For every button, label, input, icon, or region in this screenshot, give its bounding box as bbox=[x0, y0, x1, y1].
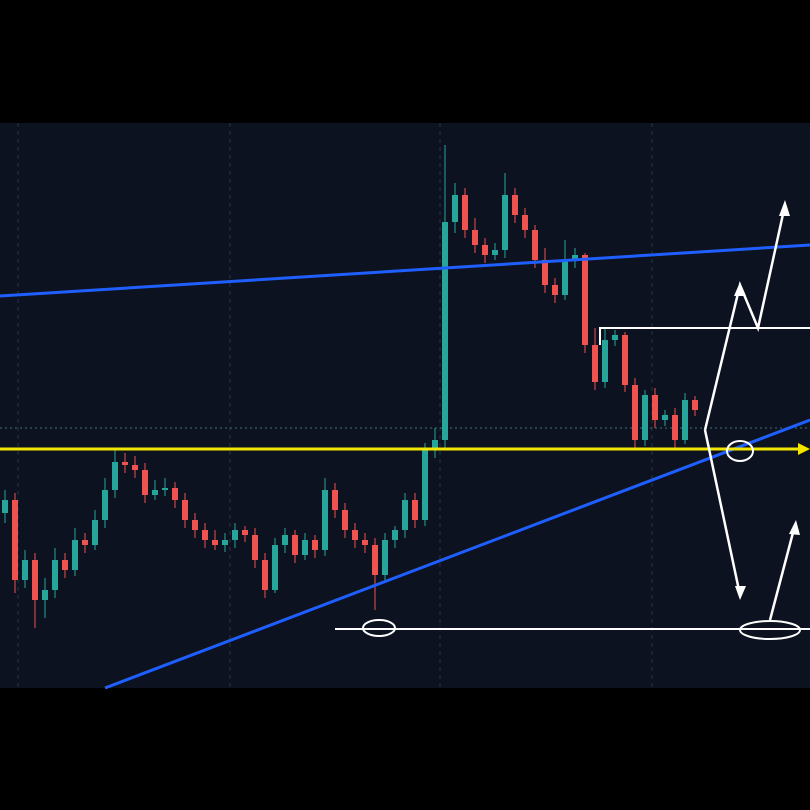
ellipse bbox=[739, 620, 801, 640]
candle-body bbox=[162, 488, 168, 490]
candle-body bbox=[422, 450, 428, 520]
candle-body bbox=[212, 540, 218, 545]
candle-body bbox=[462, 195, 468, 230]
arrow-path bbox=[703, 204, 787, 431]
ellipse bbox=[726, 440, 754, 462]
candle-body bbox=[592, 345, 598, 382]
candle-body bbox=[232, 530, 238, 540]
candle-body bbox=[282, 535, 288, 545]
candle-body bbox=[672, 415, 678, 440]
candle-body bbox=[112, 462, 118, 490]
candle-body bbox=[82, 540, 88, 545]
candle-body bbox=[152, 490, 158, 495]
candles bbox=[2, 145, 698, 628]
candle-body bbox=[512, 195, 518, 215]
candle-body bbox=[122, 462, 128, 465]
candle-body bbox=[22, 560, 28, 580]
drawings bbox=[0, 200, 810, 690]
candle-body bbox=[492, 250, 498, 255]
arrow-path bbox=[703, 429, 742, 596]
arrow-head bbox=[735, 586, 746, 600]
candle-body bbox=[242, 530, 248, 535]
plot-area bbox=[0, 123, 810, 688]
candle-body bbox=[92, 520, 98, 545]
candle-body bbox=[692, 400, 698, 410]
candle-body bbox=[62, 560, 68, 570]
candle-body bbox=[552, 285, 558, 295]
candle-body bbox=[42, 590, 48, 600]
candle-body bbox=[192, 520, 198, 530]
trend-line bbox=[0, 243, 810, 298]
candle-body bbox=[202, 530, 208, 540]
candle-body bbox=[12, 500, 18, 580]
candle-body bbox=[682, 400, 688, 440]
candle-body bbox=[662, 415, 668, 420]
arrow-head bbox=[779, 200, 790, 216]
candle-body bbox=[502, 195, 508, 250]
candle-body bbox=[312, 540, 318, 550]
candle-body bbox=[472, 230, 478, 245]
candle-body bbox=[522, 215, 528, 230]
candle-body bbox=[72, 540, 78, 570]
candle-body bbox=[612, 335, 618, 340]
candle-body bbox=[442, 222, 448, 440]
arrow-path bbox=[768, 524, 797, 621]
candle-body bbox=[2, 500, 8, 513]
candle-body bbox=[142, 470, 148, 495]
candle-body bbox=[132, 465, 138, 470]
candle-body bbox=[332, 490, 338, 510]
candle-body bbox=[292, 535, 298, 555]
candle-body bbox=[602, 340, 608, 382]
candle-body bbox=[432, 440, 438, 450]
candle-body bbox=[372, 545, 378, 575]
candle-body bbox=[632, 385, 638, 440]
candle-body bbox=[342, 510, 348, 530]
arrow-head bbox=[789, 520, 800, 535]
candle-body bbox=[482, 245, 488, 255]
candle-body bbox=[652, 395, 658, 420]
candle-body bbox=[402, 500, 408, 530]
candle-body bbox=[622, 335, 628, 385]
arrow-head bbox=[798, 443, 810, 455]
candle-body bbox=[102, 490, 108, 520]
candle-body bbox=[532, 230, 538, 260]
candle-body bbox=[172, 488, 178, 500]
candle-body bbox=[262, 560, 268, 590]
candle-body bbox=[52, 560, 58, 590]
candle-body bbox=[352, 530, 358, 540]
ellipse bbox=[362, 619, 396, 637]
candle-body bbox=[642, 395, 648, 440]
candle-body bbox=[252, 535, 258, 560]
candle-body bbox=[182, 500, 188, 520]
candle-body bbox=[382, 540, 388, 575]
trend-line bbox=[104, 418, 810, 690]
candle-body bbox=[272, 545, 278, 590]
candle-body bbox=[562, 260, 568, 295]
candle-body bbox=[302, 540, 308, 555]
candle-body bbox=[32, 560, 38, 600]
candle-body bbox=[542, 260, 548, 285]
candle-body bbox=[452, 195, 458, 222]
arrow-head bbox=[734, 282, 746, 296]
candle-body bbox=[362, 540, 368, 545]
candle-body bbox=[322, 490, 328, 550]
candle-body bbox=[572, 255, 578, 260]
candle-body bbox=[582, 255, 588, 345]
candle-body bbox=[222, 540, 228, 545]
candle-body bbox=[392, 530, 398, 540]
candle-body bbox=[412, 500, 418, 520]
horizontal-line bbox=[599, 327, 810, 345]
